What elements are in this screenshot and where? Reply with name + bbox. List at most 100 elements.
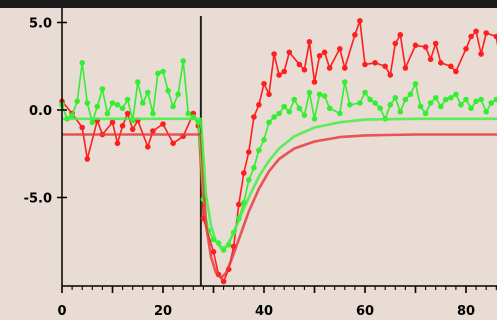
data-point: [89, 119, 96, 126]
data-point: [362, 89, 368, 96]
data-point: [99, 86, 106, 92]
data-point: [438, 60, 444, 66]
data-point: [276, 72, 282, 78]
data-point: [412, 42, 419, 49]
data-point: [256, 102, 262, 108]
data-point: [488, 100, 495, 106]
data-point: [468, 105, 474, 112]
data-point: [301, 67, 308, 73]
data-point: [114, 140, 121, 147]
data-point: [372, 100, 378, 106]
data-point: [114, 102, 121, 108]
data-point: [256, 147, 262, 154]
data-point: [453, 68, 459, 75]
data-point: [493, 33, 497, 40]
data-point: [236, 201, 242, 208]
data-point: [281, 68, 288, 75]
data-point: [392, 40, 399, 47]
data-point: [422, 44, 429, 50]
data-point: [109, 119, 116, 126]
data-point: [321, 93, 328, 99]
data-point: [79, 60, 85, 66]
data-point: [448, 63, 454, 70]
data-point: [326, 65, 333, 71]
data-point: [165, 88, 171, 94]
data-point: [94, 103, 101, 110]
data-point: [473, 98, 479, 105]
data-point: [468, 33, 474, 40]
data-point: [276, 110, 282, 117]
data-point: [296, 61, 303, 68]
data-point: [286, 49, 293, 56]
data-point: [306, 89, 313, 96]
data-point: [321, 49, 328, 56]
data-point: [261, 81, 267, 87]
data-point: [160, 121, 166, 127]
data-point: [180, 58, 186, 64]
y-tick-label: -5.0: [24, 192, 52, 207]
axes: 5.0 0.0 -5.0 0 20 40 60 80: [24, 8, 497, 319]
data-point: [119, 123, 126, 129]
data-point: [463, 96, 469, 103]
data-point: [402, 65, 409, 71]
data-point: [251, 114, 257, 120]
data-point: [316, 91, 323, 98]
data-point: [69, 112, 75, 119]
data-point: [246, 177, 252, 183]
data-point: [337, 110, 343, 117]
x-tick-label: 60: [356, 304, 374, 319]
series-2: [62, 133, 497, 280]
series-line: [62, 133, 497, 280]
data-point: [74, 98, 80, 105]
data-point: [124, 110, 131, 117]
data-point: [291, 96, 298, 103]
data-point: [372, 60, 378, 66]
data-point: [119, 105, 126, 112]
data-point: [352, 32, 358, 38]
data-point: [357, 100, 363, 106]
x-tick-label: 0: [57, 304, 66, 319]
data-point: [342, 65, 348, 71]
data-point: [155, 70, 161, 77]
data-point: [271, 114, 277, 120]
data-point: [367, 96, 373, 103]
data-point: [271, 51, 277, 57]
data-point: [266, 119, 272, 126]
data-point: [170, 103, 176, 110]
data-point: [316, 53, 323, 59]
data-point: [483, 30, 490, 36]
data-point: [478, 96, 484, 103]
data-point: [412, 81, 419, 87]
data-point: [296, 105, 303, 112]
data-point: [427, 56, 434, 63]
series-1: [59, 58, 497, 253]
data-point: [140, 100, 146, 106]
data-marks: [59, 16, 497, 286]
data-point: [301, 112, 308, 119]
data-point: [357, 18, 363, 24]
data-point: [266, 91, 272, 98]
data-point: [311, 79, 318, 85]
data-point: [427, 100, 434, 106]
data-point: [387, 102, 394, 108]
data-point: [210, 249, 217, 255]
data-point: [342, 79, 348, 85]
data-point: [220, 278, 227, 285]
data-point: [387, 72, 394, 78]
data-point: [402, 96, 409, 103]
data-point: [397, 32, 404, 38]
data-point: [145, 144, 151, 150]
data-point: [453, 91, 459, 98]
plot-background: [0, 8, 497, 320]
data-point: [109, 100, 116, 106]
data-point: [170, 140, 176, 147]
data-point: [483, 109, 490, 115]
data-point: [493, 96, 497, 103]
x-tick-label: 40: [255, 304, 273, 319]
series-line: [62, 117, 497, 250]
y-tick-label: 0.0: [29, 104, 52, 119]
data-point: [129, 126, 136, 133]
data-point: [337, 46, 343, 52]
data-point: [104, 110, 111, 117]
